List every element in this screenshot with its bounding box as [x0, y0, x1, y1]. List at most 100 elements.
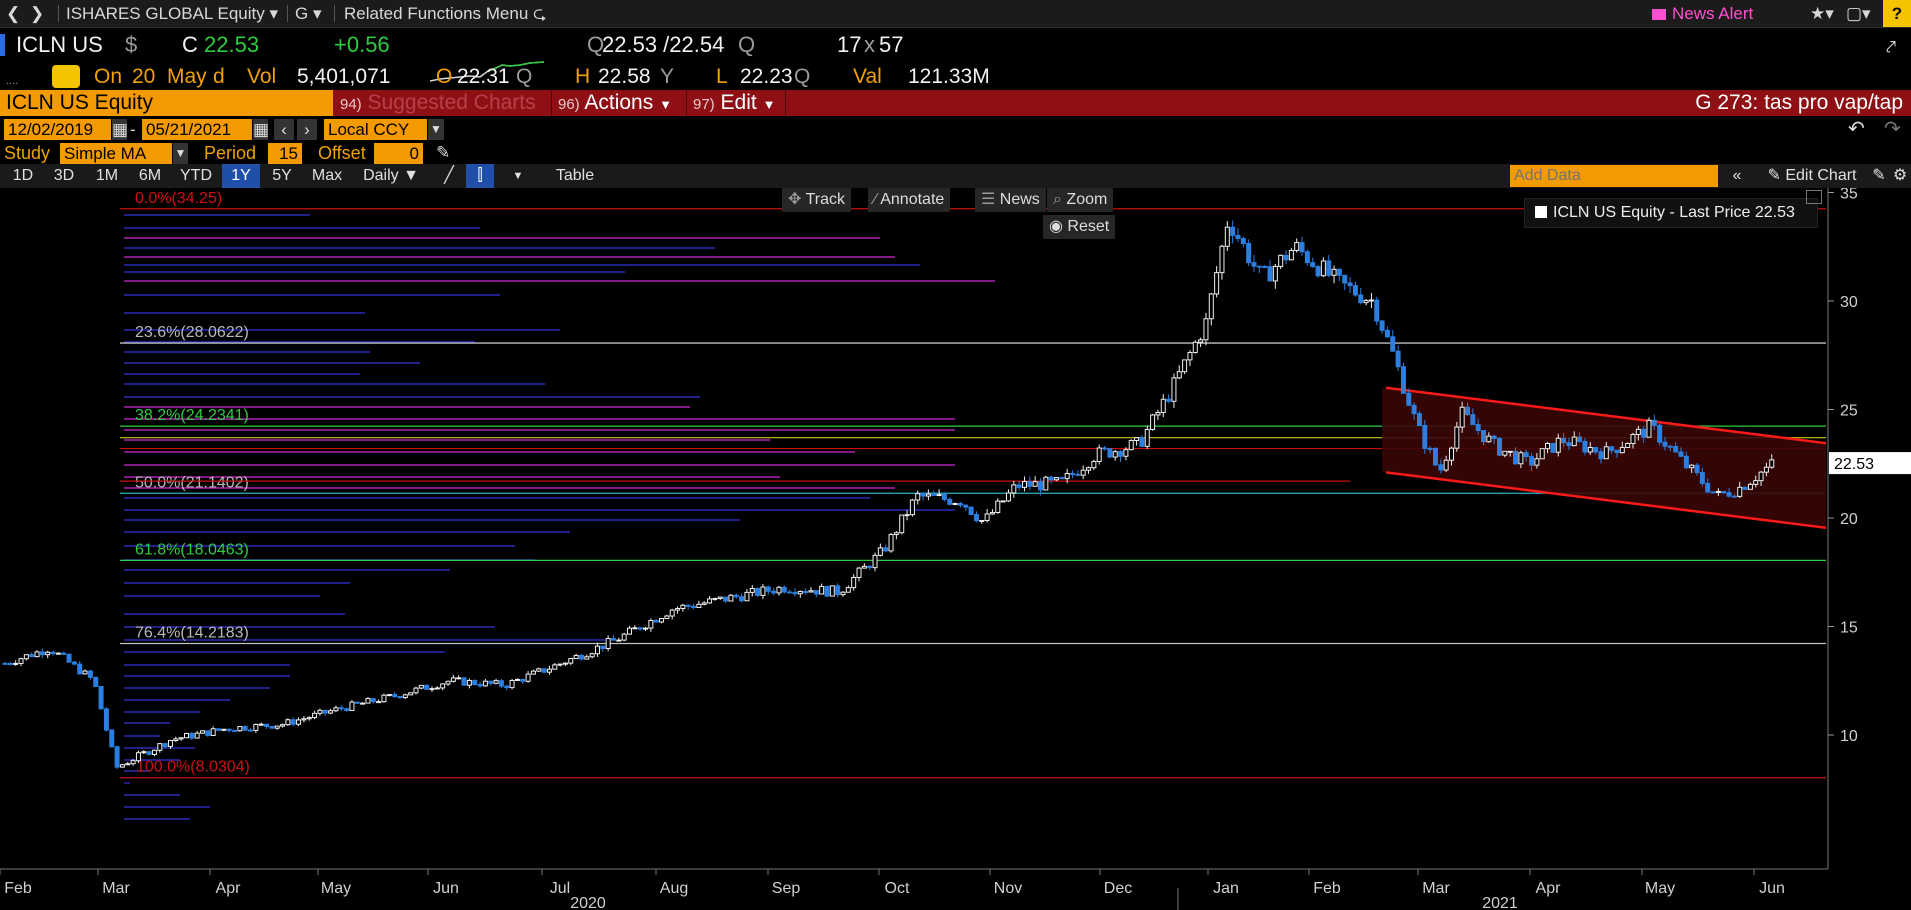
- gear-icon[interactable]: ⚙: [1892, 167, 1908, 184]
- pencil-icon[interactable]: ✎: [436, 143, 451, 162]
- tf-6m[interactable]: 6M: [138, 167, 162, 184]
- candle-body: [803, 591, 809, 594]
- tf-3d[interactable]: 3D: [53, 167, 75, 184]
- price-chart[interactable]: 0.0%(34.25) 23.6%(28.0622) 38.2%(24.2341) 5…: [0, 188, 1911, 910]
- candle-body: [739, 596, 745, 602]
- tf-1d[interactable]: 1D: [12, 167, 34, 184]
- calendar-icon[interactable]: ▦: [112, 119, 129, 140]
- chart-type-caret-icon[interactable]: ▼: [512, 170, 524, 182]
- candle-body: [514, 679, 520, 682]
- window-icon[interactable]: ▢▾: [1846, 4, 1871, 23]
- star-icon[interactable]: ★▾: [1810, 4, 1834, 23]
- candle-body: [1491, 435, 1497, 439]
- candle-body: [1416, 413, 1422, 427]
- g-menu[interactable]: G ▾: [295, 4, 322, 23]
- offset-field[interactable]: 0: [374, 143, 423, 164]
- tf-5y[interactable]: 5Y: [272, 167, 292, 184]
- candle-body: [1486, 435, 1492, 443]
- candle-body: [1198, 339, 1204, 343]
- expand-icon[interactable]: ⤤: [1886, 37, 1897, 57]
- nav-bar: ❮ ❯ ISHARES GLOBAL Equity ▾ G ▾ Related …: [0, 0, 1911, 28]
- gauge-icon[interactable]: [52, 65, 80, 88]
- edit-chart-button[interactable]: ✎ Edit Chart: [1767, 167, 1857, 184]
- candle-body: [402, 694, 408, 699]
- track-button[interactable]: ✥ Track: [782, 188, 851, 212]
- candle-body: [1678, 451, 1684, 457]
- candle-body: [1427, 447, 1433, 450]
- next-period-icon[interactable]: ›: [297, 119, 317, 140]
- help-button[interactable]: ?: [1883, 0, 1911, 27]
- edit-button[interactable]: 97) Edit ▼: [693, 91, 776, 114]
- redo-icon[interactable]: ↷: [1884, 118, 1901, 140]
- security-menu[interactable]: ISHARES GLOBAL Equity ▾: [66, 4, 278, 23]
- prev-period-icon[interactable]: ‹: [274, 119, 294, 140]
- candle-body: [274, 725, 280, 729]
- tf-ytd[interactable]: YTD: [180, 167, 212, 184]
- tf-max[interactable]: Max: [311, 167, 343, 184]
- caret-down-icon[interactable]: ▼: [173, 143, 188, 164]
- news-button[interactable]: ☰ News: [975, 188, 1046, 212]
- candle-body: [445, 680, 451, 685]
- zoom-button[interactable]: ⌕ Zoom: [1047, 188, 1114, 212]
- line-chart-icon[interactable]: ╱: [444, 167, 454, 184]
- val-label: Val: [853, 65, 882, 88]
- timeframe-row: 1D 3D 1M 6M YTD 1Y 5Y Max Daily ▼ ╱ ⫿ ▼ …: [0, 164, 1911, 188]
- magnifier-icon: ⌕: [1053, 191, 1062, 208]
- calendar-icon[interactable]: ▦: [253, 119, 270, 140]
- reset-button[interactable]: ◉ Reset: [1043, 215, 1116, 239]
- study-type-select[interactable]: Simple MA: [60, 143, 172, 164]
- table-button[interactable]: Table: [555, 167, 595, 184]
- related-functions-menu[interactable]: Related Functions Menu ⮎: [344, 0, 547, 27]
- add-data-input[interactable]: [1510, 165, 1718, 187]
- candle-body: [829, 585, 835, 597]
- candle-body: [205, 730, 211, 736]
- currency-select[interactable]: Local CCY: [324, 119, 427, 140]
- bid-ask-suffix: Q: [738, 32, 756, 57]
- x-year-label: 2021: [1482, 895, 1518, 910]
- edit-icon[interactable]: ✎: [1872, 167, 1886, 184]
- candle-body: [296, 719, 302, 725]
- candle-body: [1710, 491, 1716, 494]
- candle-body: [1171, 377, 1177, 402]
- candle-body: [1224, 226, 1230, 247]
- candle-body: [621, 633, 627, 641]
- tf-1m[interactable]: 1M: [95, 167, 119, 184]
- candle-body: [1048, 476, 1054, 481]
- back-icon[interactable]: ❮: [6, 4, 21, 23]
- chart-area[interactable]: 0.0%(34.25) 23.6%(28.0622) 38.2%(24.2341) 5…: [0, 188, 1911, 910]
- undo-icon[interactable]: ↶: [1848, 118, 1865, 140]
- open-label: O: [436, 65, 453, 88]
- candle-body: [792, 591, 798, 595]
- legend-menu-icon[interactable]: [1806, 190, 1822, 204]
- forward-icon[interactable]: ❯: [30, 4, 45, 23]
- collapse-icon[interactable]: «: [1732, 167, 1742, 184]
- frequency-select[interactable]: Daily ▼: [363, 167, 419, 184]
- annotate-button[interactable]: ∕ Annotate: [868, 188, 951, 212]
- candle-body: [1609, 446, 1615, 451]
- tf-1y[interactable]: 1Y: [222, 164, 260, 188]
- candle-body: [1384, 329, 1390, 338]
- low-price: 22.23: [740, 65, 793, 88]
- candle-body: [1342, 274, 1348, 284]
- candle-body: [1352, 285, 1358, 296]
- candlestick-icon[interactable]: ⫿: [466, 164, 494, 188]
- candle-body: [1448, 447, 1454, 461]
- candle-body: [1379, 320, 1385, 331]
- start-date-field[interactable]: 12/02/2019: [4, 119, 111, 140]
- candle-body: [568, 658, 574, 664]
- period-field[interactable]: 15: [268, 143, 302, 164]
- actions-button[interactable]: 96) Actions ▼: [558, 91, 672, 114]
- high-price: 22.58: [598, 65, 651, 88]
- candle-body: [1406, 392, 1412, 406]
- chart-legend[interactable]: ICLN US Equity - Last Price 22.53: [1524, 198, 1818, 228]
- candle-body: [781, 586, 787, 593]
- news-alert-button[interactable]: News Alert: [1652, 0, 1753, 27]
- end-date-field[interactable]: 05/21/2021: [142, 119, 252, 140]
- candle-body: [173, 738, 179, 741]
- security-field[interactable]: ICLN US Equity: [0, 90, 333, 116]
- caret-down-icon[interactable]: ▼: [428, 119, 444, 140]
- suggested-charts-button[interactable]: 94) Suggested Charts: [340, 91, 536, 114]
- candle-body: [1534, 458, 1540, 466]
- candle-body: [1326, 260, 1332, 276]
- candle-body: [648, 619, 654, 629]
